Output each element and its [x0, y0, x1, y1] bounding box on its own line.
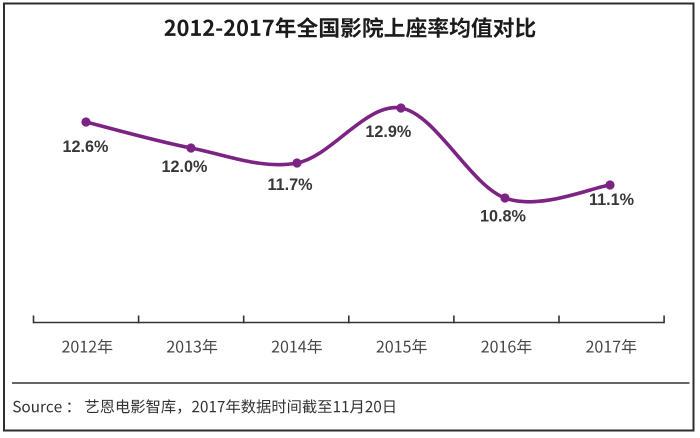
svg-text:11.1%: 11.1% — [589, 191, 634, 209]
svg-text:12.6%: 12.6% — [63, 138, 109, 156]
svg-text:12.0%: 12.0% — [162, 158, 208, 176]
svg-text:11.7%: 11.7% — [267, 176, 312, 194]
svg-text:10.8%: 10.8% — [480, 207, 526, 225]
svg-text:12.9%: 12.9% — [365, 123, 411, 141]
